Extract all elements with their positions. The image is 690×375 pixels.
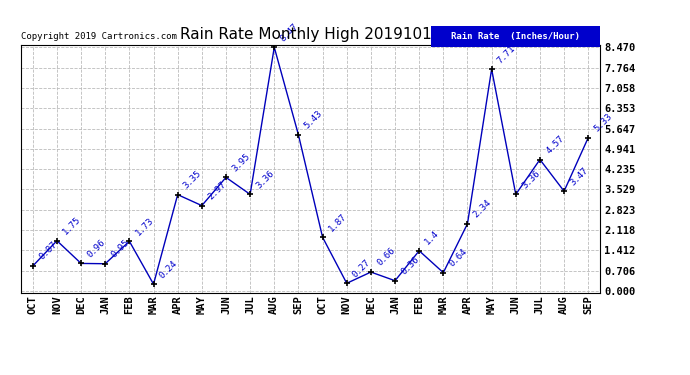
Text: 0.66: 0.66 <box>375 246 397 268</box>
Text: 1.75: 1.75 <box>61 215 83 237</box>
Text: 2.34: 2.34 <box>472 198 493 219</box>
Text: 3.36: 3.36 <box>255 169 276 190</box>
Text: 0.24: 0.24 <box>158 258 179 280</box>
Text: 0.36: 0.36 <box>400 255 421 276</box>
Text: 5.33: 5.33 <box>593 112 614 134</box>
Text: 0.87: 0.87 <box>37 240 59 262</box>
Text: 8.47: 8.47 <box>279 22 300 43</box>
Text: 5.43: 5.43 <box>303 109 324 130</box>
Text: 0.27: 0.27 <box>351 258 373 279</box>
Text: Rain Rate  (Inches/Hour): Rain Rate (Inches/Hour) <box>451 32 580 41</box>
Text: 3.95: 3.95 <box>230 152 252 173</box>
Text: 4.57: 4.57 <box>544 134 566 155</box>
Text: 0.96: 0.96 <box>86 238 107 259</box>
Text: 3.35: 3.35 <box>182 169 204 190</box>
Text: 1.73: 1.73 <box>134 216 155 237</box>
Text: Copyright 2019 Cartronics.com: Copyright 2019 Cartronics.com <box>21 32 177 41</box>
Text: 1.87: 1.87 <box>327 211 348 233</box>
Text: 1.4: 1.4 <box>424 229 441 247</box>
Text: 7.71: 7.71 <box>496 44 518 65</box>
Text: 3.36: 3.36 <box>520 169 542 190</box>
Title: Rain Rate Monthly High 20191011: Rain Rate Monthly High 20191011 <box>180 27 441 42</box>
Text: 2.97: 2.97 <box>206 180 228 201</box>
Text: 3.47: 3.47 <box>569 165 590 187</box>
Text: 0.64: 0.64 <box>448 247 469 268</box>
Text: 0.95: 0.95 <box>110 238 131 260</box>
